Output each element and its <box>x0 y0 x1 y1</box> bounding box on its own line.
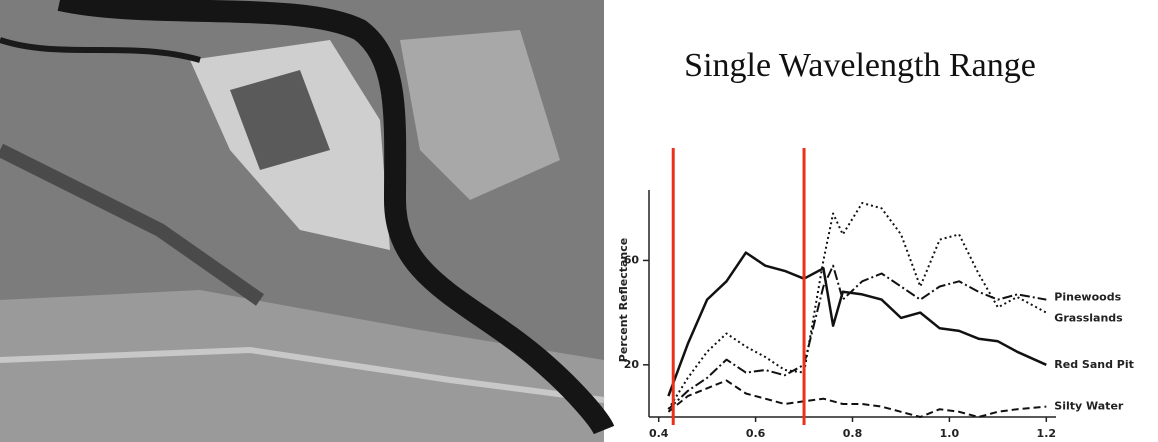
y-tick-label: 20 <box>624 358 640 371</box>
y-tick-label: 60 <box>624 253 640 266</box>
x-tick-label: 0.8 <box>843 427 863 440</box>
x-tick-label: 1.2 <box>1037 427 1057 440</box>
y-axis-label: Percent Reflectance <box>617 238 630 362</box>
satellite-image <box>0 0 615 442</box>
series-line <box>667 202 1047 410</box>
legend-label: Grasslands <box>1054 312 1123 325</box>
x-tick-label: 0.6 <box>746 427 766 440</box>
chart-title: Single Wavelength Range <box>684 47 1036 84</box>
legend-label: Red Sand Pit <box>1054 358 1134 371</box>
x-tick-label: 1.0 <box>940 427 960 440</box>
legend-label: Silty Water <box>1054 400 1124 413</box>
series-line <box>667 379 1047 418</box>
series-line <box>667 251 1047 397</box>
series-line <box>667 264 1047 410</box>
legend-label: Pinewoods <box>1054 291 1121 304</box>
x-tick-label: 0.4 <box>649 427 669 440</box>
